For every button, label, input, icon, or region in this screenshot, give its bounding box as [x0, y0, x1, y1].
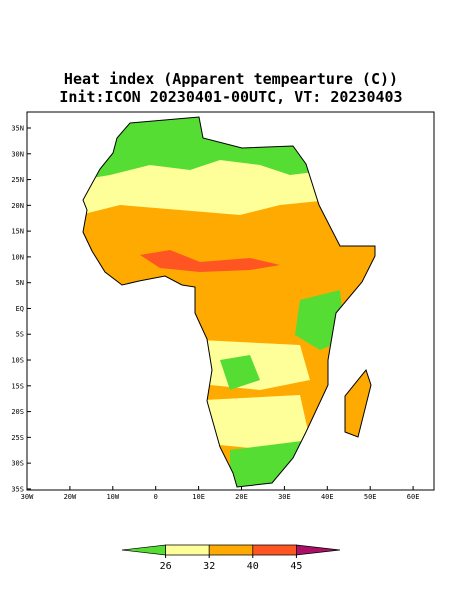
lon-label: 10W [106, 493, 119, 501]
lat-label: 15S [11, 382, 24, 390]
colorbar-label: 26 [160, 561, 172, 572]
colorbar-label: 45 [290, 561, 302, 572]
lat-label: 5S [16, 331, 24, 339]
lat-label: EQ [16, 305, 24, 313]
subtitle: Init:ICON 20230401-00UTC, VT: 20230403 [59, 88, 402, 106]
lon-label: 40E [321, 493, 334, 501]
lat-label: 10S [11, 357, 24, 365]
lat-label: 30N [11, 150, 24, 158]
lon-label: 50E [364, 493, 377, 501]
lat-label: 25S [11, 434, 24, 442]
colorbar-segment [208, 544, 254, 556]
lat-label: 35N [11, 125, 24, 133]
title: Heat index (Apparent tempearture (C)) [64, 70, 398, 88]
lon-label: 0 [154, 493, 158, 501]
lat-label: 25N [11, 176, 24, 184]
colorbar-label: 32 [203, 561, 215, 572]
lon-label: 30W [21, 493, 34, 501]
colorbar-segment [252, 544, 297, 556]
lon-label: 60E [407, 493, 420, 501]
lon-label: 30E [278, 493, 291, 501]
lon-label: 20E [235, 493, 248, 501]
colorbar-segment [165, 544, 210, 556]
lon-label: 20W [64, 493, 77, 501]
lat-label: 35S [11, 485, 24, 493]
lat-label: 15N [11, 228, 24, 236]
lat-label: 10N [11, 253, 24, 261]
lat-label: 30S [11, 460, 24, 468]
lon-label: 10E [192, 493, 205, 501]
lat-label: 20S [11, 408, 24, 416]
colorbar-segment [121, 544, 166, 556]
coastline [82, 116, 376, 488]
lat-label: 5N [16, 279, 24, 287]
madagascar [344, 368, 372, 438]
colorbar-segment [296, 544, 341, 556]
lat-label: 20N [11, 202, 24, 210]
colorbar-label: 40 [247, 561, 259, 572]
